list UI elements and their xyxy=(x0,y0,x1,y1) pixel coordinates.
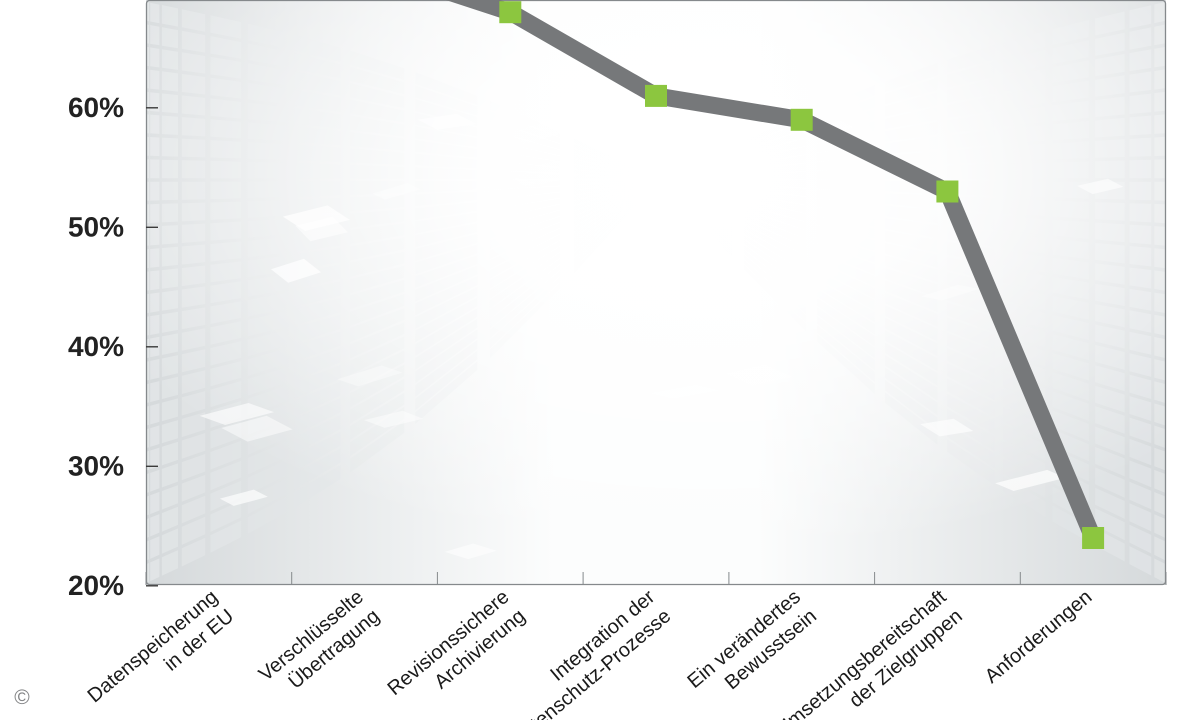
svg-text:Anforderungen: Anforderungen xyxy=(981,586,1097,688)
svg-text:20%: 20% xyxy=(68,570,124,601)
svg-text:VerschlüsselteÜbertragung: VerschlüsselteÜbertragung xyxy=(255,586,384,705)
svg-text:50%: 50% xyxy=(68,211,124,242)
svg-text:60%: 60% xyxy=(68,92,124,123)
svg-text:Umsetzungsbereitschaftder Ziel: Umsetzungsbereitschaftder Zielgruppen xyxy=(772,586,967,720)
svg-text:©: © xyxy=(14,686,30,709)
svg-text:Ein verändertesBewusstsein: Ein verändertesBewusstsein xyxy=(683,586,821,712)
svg-text:40%: 40% xyxy=(68,331,124,362)
svg-text:30%: 30% xyxy=(68,450,124,481)
svg-text:70%: 70% xyxy=(68,0,124,5)
svg-text:RevisionssichereArchivierung: RevisionssichereArchivierung xyxy=(384,586,530,719)
svg-text:Integration derDatenschutz-Pro: Integration derDatenschutz-Prozesse xyxy=(491,586,676,720)
svg-text:Datenspeicherungin der EU: Datenspeicherungin der EU xyxy=(84,586,239,720)
